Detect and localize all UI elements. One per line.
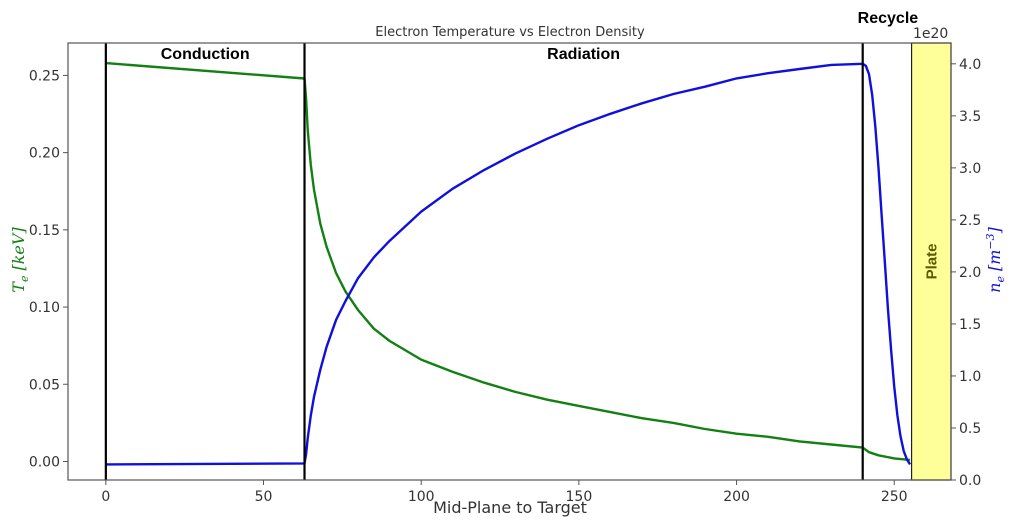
ne-series-line xyxy=(105,62,912,466)
plate-label: Plate xyxy=(923,244,940,280)
x-tick-label: 0 xyxy=(101,489,110,505)
right-y-tick-label: 0.0 xyxy=(959,473,981,489)
axes-frame xyxy=(67,42,952,481)
left-y-tick-label: 0.05 xyxy=(29,377,60,393)
right-y-tick-label: 3.5 xyxy=(959,109,981,125)
x-axis-label: Mid-Plane to Target xyxy=(433,498,587,517)
right-y-tick-label: 2.0 xyxy=(959,265,981,281)
left-y-label-unit: [keV] xyxy=(9,227,28,271)
right-y-label-sub: e xyxy=(994,276,1007,283)
left-y-tick-label: 0.20 xyxy=(29,146,60,162)
plot-area: Plate Conduction Radiation Recycle xyxy=(104,10,952,481)
x-tick-label: 250 xyxy=(881,489,908,505)
right-y-label-unit: [m xyxy=(985,250,1004,271)
left-y-label-main: T xyxy=(9,281,28,293)
x-tick-label: 100 xyxy=(408,489,435,505)
right-y-tick-label: 4.0 xyxy=(959,57,981,73)
chart-title: Electron Temperature vs Electron Density xyxy=(375,25,645,40)
x-tick-label: 200 xyxy=(723,489,750,505)
right-y-tick-label: 3.0 xyxy=(959,161,981,177)
left-y-tick-label: 0.25 xyxy=(29,68,60,84)
region-label-radiation: Radiation xyxy=(547,46,620,63)
right-y-axis-label: ne [m−3] xyxy=(984,226,1007,292)
right-y-tick-label: 1.0 xyxy=(959,369,981,385)
right-y-tick-label: 0.5 xyxy=(959,421,981,437)
left-y-tick-label: 0.10 xyxy=(29,300,60,316)
left-y-label-sub: e xyxy=(18,275,31,282)
right-y-tick-label: 2.5 xyxy=(959,213,981,229)
plate-region xyxy=(910,42,952,481)
te-series-line xyxy=(105,61,911,462)
right-y-tick-label: 1.5 xyxy=(959,317,981,333)
chart-text: Electron Temperature vs Electron Density… xyxy=(9,25,1007,517)
left-y-tick-label: 0.00 xyxy=(29,454,60,470)
axes: 0 50 100 150 200 250 0.00 0.05 0.10 0.15 0.20 0.25 0… xyxy=(29,42,981,505)
left-y-tick-label: 0.15 xyxy=(29,223,60,239)
right-y-label-main: n xyxy=(985,283,1004,293)
right-y-label-close: ] xyxy=(985,226,1004,234)
left-y-axis-label: Te [keV] xyxy=(9,227,31,293)
region-label-conduction: Conduction xyxy=(161,46,250,63)
right-axis-offset-text: 1e20 xyxy=(913,26,948,42)
region-label-recycle: Recycle xyxy=(858,10,919,27)
right-y-label-exp: −3 xyxy=(984,233,997,249)
x-tick-label: 50 xyxy=(255,489,273,505)
x-tick-label: 150 xyxy=(566,489,593,505)
